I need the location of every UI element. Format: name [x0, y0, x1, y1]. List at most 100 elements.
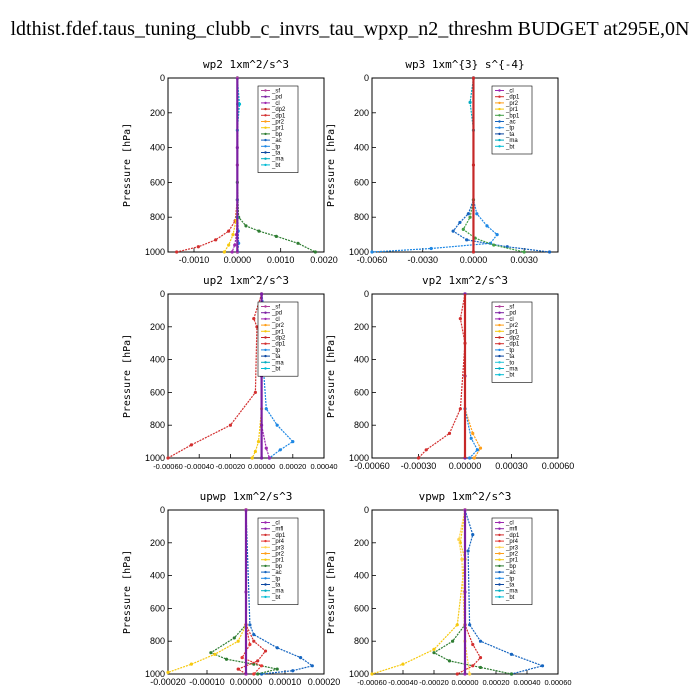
- y-axis-label: Pressure [hPa]: [122, 123, 133, 207]
- legend-marker: [498, 138, 501, 142]
- series-point: [468, 623, 472, 627]
- legend-label: _ac: [505, 570, 516, 576]
- series-line-ma: [469, 77, 475, 252]
- series-point: [451, 639, 455, 643]
- x-tick-label: -0.00020: [150, 677, 186, 687]
- legend-marker: [498, 114, 501, 117]
- legend-marker: [264, 546, 267, 549]
- series-point: [256, 440, 261, 444]
- legend-label: _pr2: [505, 323, 519, 329]
- legend-label: _tp: [505, 126, 515, 132]
- x-tick-label: 0.00010: [269, 677, 302, 687]
- legend-marker: [264, 348, 267, 352]
- y-tick-label: 800: [150, 636, 165, 646]
- legend-label: _tp: [271, 576, 281, 582]
- y-axis-label: Pressure [hPa]: [326, 550, 337, 634]
- legend-label: _pr2: [271, 120, 285, 126]
- legend-label: _bp: [505, 564, 517, 570]
- legend-label: _sf: [505, 305, 514, 311]
- series-point: [416, 456, 421, 460]
- legend-marker: [498, 552, 501, 555]
- series-line-pr1: [167, 510, 247, 673]
- series-point: [522, 250, 526, 254]
- legend-label: _pr1: [271, 558, 285, 564]
- legend-marker: [264, 552, 267, 555]
- plot-title: upwp 1xm^2/s^3: [200, 490, 293, 503]
- legend-label: _dp1: [505, 95, 520, 101]
- legend-marker: [498, 336, 501, 339]
- series-point: [461, 227, 465, 231]
- legend-label: _dp1: [271, 113, 286, 119]
- legend-marker: [264, 163, 267, 167]
- legend-marker: [264, 533, 267, 537]
- series-point: [175, 250, 179, 254]
- series-point: [256, 659, 260, 663]
- plot-frame: [167, 293, 325, 459]
- y-tick-label: 400: [150, 143, 165, 153]
- x-tick-label: -0.00060: [357, 678, 387, 687]
- series-line-pr1: [371, 509, 466, 675]
- x-tick-label: 0.0010: [267, 255, 295, 265]
- y-tick-label: 1000: [145, 453, 165, 463]
- legend-label: _pr3: [271, 545, 285, 551]
- legend-marker: [264, 361, 267, 364]
- legend-label: _pd: [505, 311, 516, 317]
- y-tick-label: 0: [160, 289, 165, 299]
- series-point: [460, 557, 464, 561]
- series-point: [227, 243, 231, 247]
- x-tick-label: 0.00000: [449, 461, 482, 471]
- series-point: [313, 250, 317, 254]
- legend-label: _pr4: [271, 539, 285, 545]
- y-tick-label: 200: [354, 322, 369, 332]
- x-tick-label: 0.00040: [513, 678, 540, 687]
- y-tick-label: 0: [364, 505, 369, 515]
- legend-marker: [264, 330, 267, 333]
- legend-marker: [498, 361, 501, 364]
- y-tick-label: 800: [354, 636, 369, 646]
- series-point: [455, 672, 459, 676]
- legend-marker: [264, 521, 267, 524]
- legend-label: _bt: [271, 163, 281, 169]
- legend-marker: [264, 145, 267, 148]
- legend-marker: [498, 107, 501, 111]
- legend-label: _ma: [505, 589, 518, 595]
- legend-label: _dp2: [505, 336, 520, 342]
- series-point: [189, 443, 193, 447]
- x-tick-label: 0.00020: [308, 677, 341, 687]
- x-tick-label: 0.00060: [544, 678, 571, 687]
- legend-marker: [264, 305, 267, 308]
- series-point: [457, 537, 461, 542]
- series-line-tp: [371, 78, 498, 253]
- series-point: [264, 407, 268, 411]
- legend-marker: [264, 311, 267, 314]
- series-point: [458, 317, 462, 321]
- series-point: [222, 250, 226, 254]
- legend-marker: [498, 342, 501, 345]
- y-tick-label: 1000: [349, 453, 369, 463]
- x-tick-label: -0.0060: [357, 255, 388, 265]
- series-point: [244, 224, 248, 228]
- legend-marker: [498, 564, 501, 568]
- series-line-pr1: [223, 78, 238, 253]
- legend-marker: [498, 323, 501, 327]
- legend-marker: [498, 120, 501, 123]
- series-point: [432, 647, 436, 652]
- y-tick-label: 0: [364, 289, 369, 299]
- legend-label: _ma: [271, 589, 284, 595]
- series-point: [250, 456, 254, 460]
- series-point: [466, 212, 470, 216]
- legend-label: _dp1: [505, 342, 520, 348]
- series-point: [401, 662, 405, 666]
- legend-marker: [264, 583, 267, 586]
- x-tick-label: -0.00030: [401, 461, 437, 471]
- series-point: [458, 407, 462, 411]
- legend-label: _cl: [271, 521, 280, 527]
- series-point: [291, 440, 295, 444]
- series-point: [458, 220, 462, 225]
- series-point: [429, 246, 433, 251]
- legend-label: _bp: [271, 564, 283, 570]
- legend-marker: [498, 330, 501, 333]
- legend-label: _pr1: [271, 126, 285, 132]
- series-point: [248, 623, 252, 627]
